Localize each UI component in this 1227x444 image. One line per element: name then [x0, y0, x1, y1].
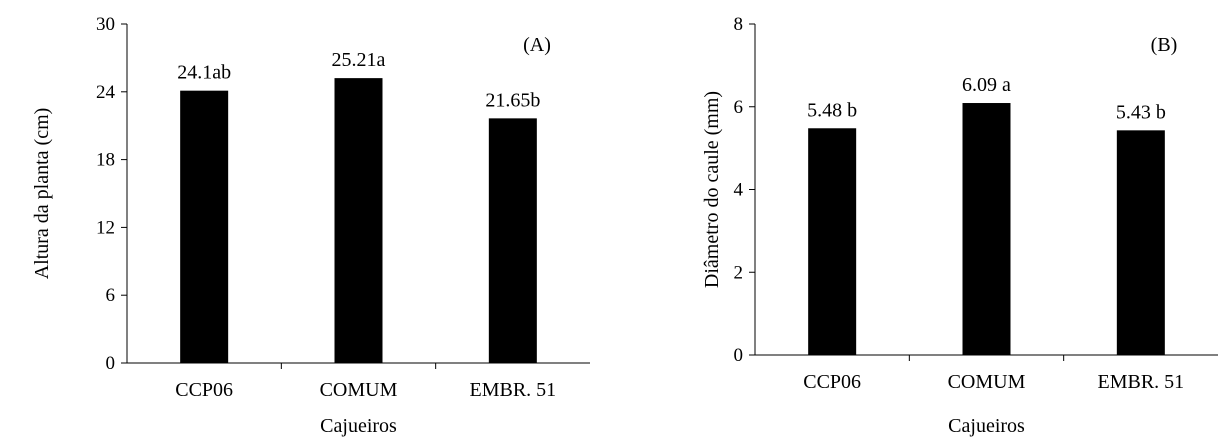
y-tick-label: 8: [734, 14, 744, 35]
x-axis-title: Cajueiros: [320, 415, 397, 437]
data-label: 25.21a: [332, 49, 386, 71]
x-category-label: CCP06: [803, 371, 861, 393]
chart-panel-b: 0 2 4 6 8 5.48 b CCP06 6.09 a COMUM 5.43 b EMBR. 5…: [701, 14, 1218, 437]
x-category-label: CCP06: [175, 379, 233, 401]
x-category-label: EMBR. 51: [1097, 371, 1184, 393]
bar-comum: [334, 78, 383, 363]
y-tick-label: 18: [96, 150, 115, 171]
y-tick-label: 30: [96, 14, 115, 35]
x-axis-title: Cajueiros: [948, 415, 1025, 437]
y-tick-label: 6: [734, 97, 744, 118]
y-tick-label: 0: [106, 353, 116, 374]
x-category-label: COMUM: [320, 379, 398, 401]
data-label: 24.1ab: [177, 62, 231, 84]
bar-ccp06: [180, 90, 229, 364]
x-category-label: EMBR. 51: [469, 379, 556, 401]
y-tick-label: 0: [734, 345, 744, 366]
y-tick-label: 2: [734, 262, 744, 283]
y-tick-label: 4: [734, 180, 744, 201]
y-tick-label: 6: [106, 285, 116, 306]
bar-comum: [962, 103, 1011, 356]
data-label: 5.48 b: [807, 99, 857, 121]
x-category-label: COMUM: [948, 371, 1026, 393]
panel-label: (B): [1151, 34, 1178, 56]
chart-panel-a: 0 6 12 18 24 30 24.1ab CCP06 25.21a COMUM 21.65b EM…: [31, 14, 590, 437]
y-axis-title: Diâmetro do caule (mm): [701, 91, 723, 288]
data-label: 5.43 b: [1116, 101, 1166, 123]
bar-ccp06: [808, 128, 857, 355]
data-label: 21.65b: [485, 89, 540, 111]
y-axis-title: Altura da planta (cm): [31, 108, 53, 280]
y-tick-label: 12: [96, 217, 115, 238]
bar-embr-51: [488, 118, 537, 363]
panel-label: (A): [523, 34, 551, 56]
bar-embr-51: [1116, 130, 1165, 355]
data-label: 6.09 a: [962, 74, 1011, 96]
y-tick-label: 24: [96, 82, 116, 103]
